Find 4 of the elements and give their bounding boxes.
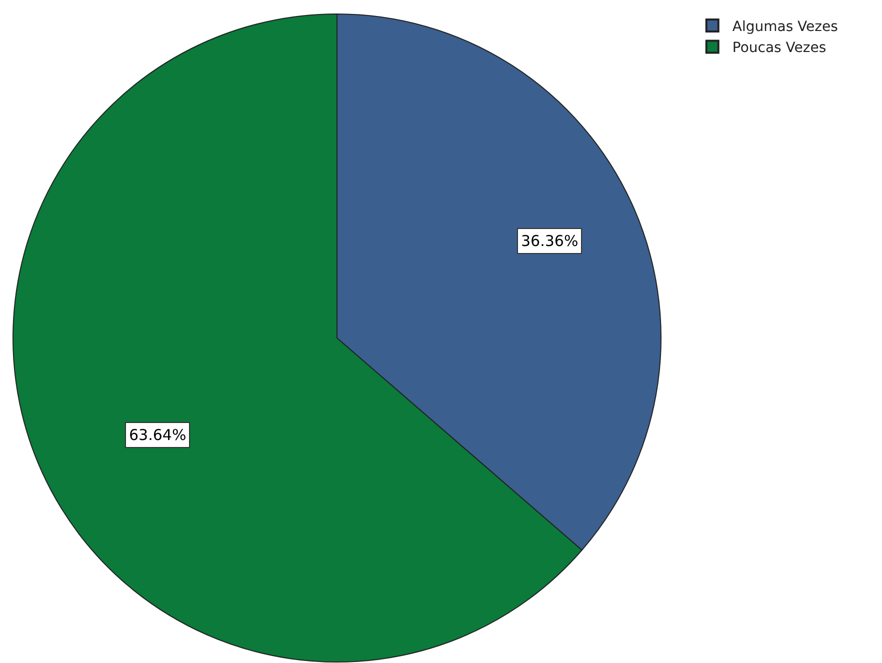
legend-label: Poucas Vezes	[732, 40, 826, 56]
data-label: 63.64%	[129, 426, 186, 444]
legend-label: Algumas Vezes	[732, 19, 838, 36]
data-label: 36.36%	[521, 232, 578, 250]
